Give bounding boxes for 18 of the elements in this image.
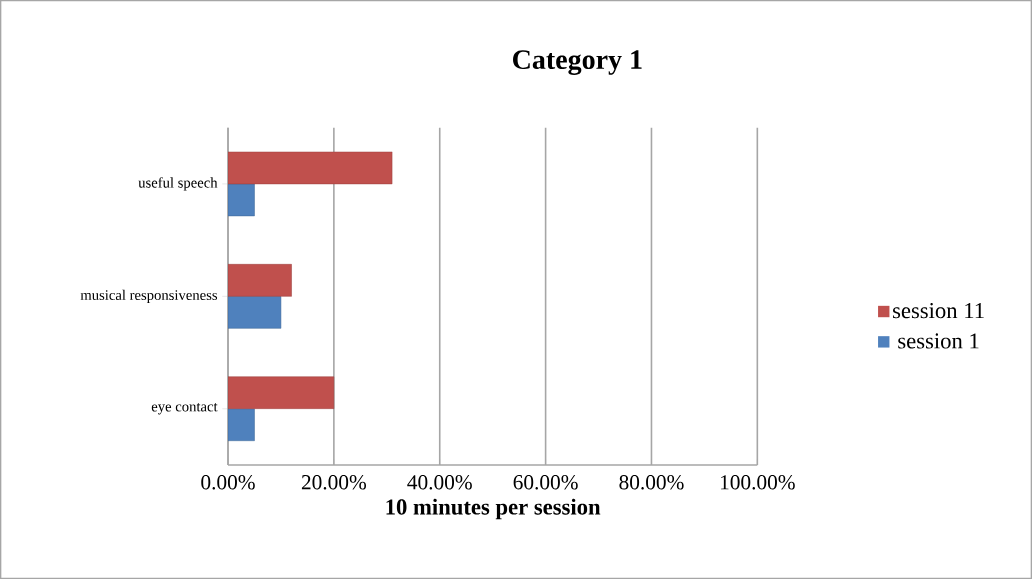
y-tick-label: useful speech <box>138 177 218 191</box>
y-tick-label: musical responsiveness <box>80 289 218 303</box>
x-tick-label: 60.00% <box>513 475 578 490</box>
x-axis-title: 10 minutes per session <box>386 498 601 520</box>
bar <box>228 296 282 329</box>
bar <box>228 408 255 442</box>
x-tick-label: 40.00% <box>407 475 472 490</box>
x-tick-label: 20.00% <box>301 475 367 490</box>
y-tick-label: eye contact <box>151 403 218 415</box>
bar <box>228 376 335 410</box>
bar <box>228 264 292 297</box>
chart-title: Category 1 <box>513 50 642 75</box>
legend-label: session 1 <box>898 333 979 349</box>
bar <box>228 151 393 185</box>
x-tick-label: 80.00% <box>619 475 684 490</box>
legend-label: session 11 <box>893 303 984 319</box>
x-tick-label: 0.00% <box>201 475 255 490</box>
x-tick-label: 100.00% <box>721 475 795 490</box>
